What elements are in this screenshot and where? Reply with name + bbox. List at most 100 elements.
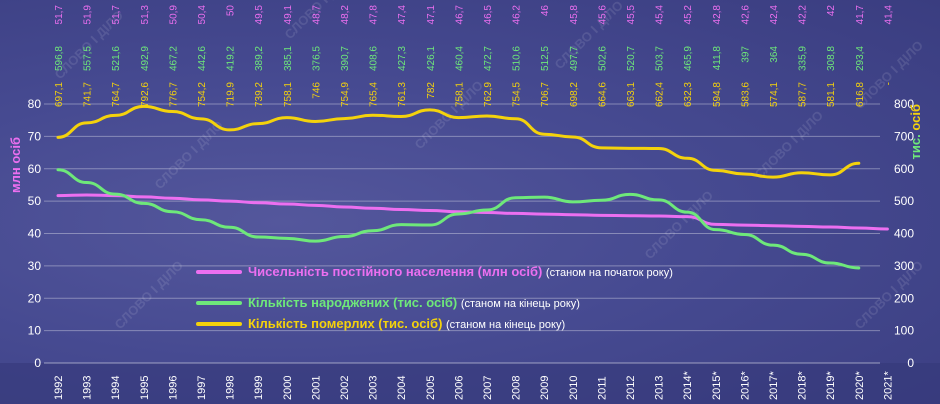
data-value-label: 48,2 bbox=[340, 5, 351, 25]
left-axis-title: млн осіб bbox=[8, 137, 23, 193]
legend-label: Чисельність постійного населення (млн ос… bbox=[248, 264, 546, 279]
series-line-deaths bbox=[56, 104, 861, 179]
data-value-label: 632,3 bbox=[683, 82, 694, 107]
right-axis-tick-label: 700 bbox=[894, 129, 914, 143]
left-axis-tick-label: 70 bbox=[28, 129, 42, 143]
x-tick-label: 2015* bbox=[711, 371, 723, 400]
data-value-label: 697,1 bbox=[54, 82, 65, 107]
x-tick-label: 2017* bbox=[768, 371, 780, 400]
data-value-label: 616,8 bbox=[855, 82, 866, 107]
x-tick-label: 2018* bbox=[797, 371, 809, 400]
data-value-label: 426,1 bbox=[426, 46, 437, 71]
data-value-label: 385,1 bbox=[283, 46, 294, 71]
data-value-label: 45,5 bbox=[626, 5, 637, 25]
x-tick-label: 2008 bbox=[511, 376, 523, 400]
legend: Чисельність постійного населення (млн ос… bbox=[196, 264, 673, 331]
data-value-label: 376,5 bbox=[311, 46, 322, 71]
x-tick-label: 2000 bbox=[282, 376, 294, 400]
data-value-label: 419,2 bbox=[226, 46, 237, 71]
data-value-label: 293,4 bbox=[855, 46, 866, 71]
data-value-label: 739,2 bbox=[254, 82, 265, 107]
right-axis-tick-label: 500 bbox=[894, 194, 914, 208]
data-value-label: 557,5 bbox=[83, 46, 94, 71]
right-axis-tick-label: 400 bbox=[894, 227, 914, 241]
data-value-label: 46,5 bbox=[483, 5, 494, 25]
data-value-label: 664,6 bbox=[597, 82, 608, 107]
left-axis-tick-label: 80 bbox=[28, 97, 42, 111]
data-value-label: 41,4 bbox=[883, 5, 894, 25]
data-value-label: 47,4 bbox=[397, 5, 408, 25]
data-value-label: 754,2 bbox=[197, 82, 208, 107]
data-value-label: 45,4 bbox=[655, 5, 666, 25]
data-value-label: 411,8 bbox=[712, 46, 723, 71]
data-value-label: 520,7 bbox=[626, 46, 637, 71]
grid-layer bbox=[44, 103, 880, 364]
data-value-label: 42,8 bbox=[712, 5, 723, 25]
x-tick-label: 2001 bbox=[310, 376, 322, 400]
data-value-label: 761,3 bbox=[397, 82, 408, 107]
data-value-label: 48,7 bbox=[311, 5, 322, 25]
right-axis-tick-label: 300 bbox=[894, 259, 914, 273]
data-value-label: 741,7 bbox=[83, 82, 94, 107]
data-value-label: 49,5 bbox=[254, 5, 265, 25]
data-value-label: 389,2 bbox=[254, 46, 265, 71]
left-axis-tick-label: 20 bbox=[28, 291, 42, 305]
data-value-label: 782 bbox=[426, 82, 437, 99]
x-tick-label: 2014* bbox=[682, 371, 694, 400]
data-value-label: 49,1 bbox=[283, 5, 294, 25]
series-line-births bbox=[56, 168, 861, 270]
data-value-label: 776,7 bbox=[168, 82, 179, 107]
legend-entry-deaths: Кількість померлих (тис. осіб) (станом н… bbox=[248, 316, 565, 331]
data-value-label: 758,1 bbox=[283, 82, 294, 107]
x-tick-label: 2009 bbox=[539, 376, 551, 400]
data-value-label: 512,5 bbox=[540, 46, 551, 71]
data-value-label: 762,9 bbox=[483, 82, 494, 107]
data-value-label: 492,9 bbox=[140, 46, 151, 71]
right-axis-tick-label: 0 bbox=[907, 356, 914, 370]
x-tick-label: 2006 bbox=[453, 376, 465, 400]
left-axis-tick-label: 60 bbox=[28, 162, 42, 176]
right-axis-tick-label: 200 bbox=[894, 291, 914, 305]
series-lines-layer bbox=[56, 104, 889, 270]
left-axis-tick-label: 0 bbox=[34, 356, 41, 370]
data-value-label: 47,1 bbox=[426, 5, 437, 25]
x-tick-label: 2020* bbox=[854, 371, 866, 400]
right-axis-tick-label: 100 bbox=[894, 324, 914, 338]
data-value-label: 764,7 bbox=[111, 82, 122, 107]
x-tick-label: 1992 bbox=[53, 376, 65, 400]
data-value-label: 746 bbox=[311, 82, 322, 99]
left-axis-tick-label: 40 bbox=[28, 227, 42, 241]
x-tick-label: 2004 bbox=[396, 376, 408, 400]
legend-label: Кількість народжених (тис. осіб) bbox=[248, 295, 461, 310]
data-value-label: 583,6 bbox=[740, 82, 751, 107]
data-value-label: 581,1 bbox=[826, 82, 837, 107]
x-tick-label: 2002 bbox=[339, 376, 351, 400]
data-value-label: 364 bbox=[769, 46, 780, 63]
left-axis-tick-label: 50 bbox=[28, 194, 42, 208]
data-value-label: 51,7 bbox=[54, 5, 65, 25]
data-value-label: 390,7 bbox=[340, 46, 351, 71]
data-value-label: 465,9 bbox=[683, 46, 694, 71]
x-tick-label: 2003 bbox=[368, 376, 380, 400]
x-tick-label: 1993 bbox=[82, 376, 94, 400]
right-axis-title-part: тис. bbox=[908, 131, 923, 160]
legend-note: (станом на кінець року) bbox=[446, 319, 565, 331]
left-axis-tick-label: 30 bbox=[28, 259, 42, 273]
data-value-label: 754,5 bbox=[512, 82, 523, 107]
data-value-label: 50,9 bbox=[168, 5, 179, 25]
value-labels-layer: 51,7 51,9 51,7 51,3 50,9 50,4 50 49,5 49,1 48,7 48… bbox=[54, 5, 894, 107]
data-value-label: 397 bbox=[740, 46, 751, 63]
right-axis-title-part: осіб bbox=[908, 104, 923, 131]
x-tick-label: 2007 bbox=[482, 376, 494, 400]
data-value-label: 460,4 bbox=[454, 46, 465, 71]
data-value-label: 754,9 bbox=[340, 82, 351, 107]
right-axis-tick-label: 600 bbox=[894, 162, 914, 176]
left-axis-tick-label: 10 bbox=[28, 324, 42, 338]
data-value-label: 41,7 bbox=[855, 5, 866, 25]
data-value-label: 51,9 bbox=[83, 5, 94, 25]
legend-entry-births: Кількість народжених (тис. осіб) (станом… bbox=[248, 295, 580, 310]
legend-label: Кількість померлих (тис. осіб) bbox=[248, 316, 446, 331]
